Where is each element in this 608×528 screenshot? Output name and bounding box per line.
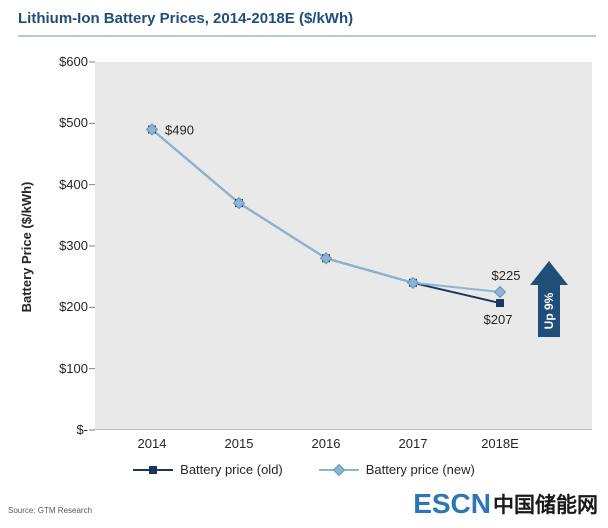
legend-label: Battery price (old) [180, 462, 283, 477]
x-tick-label: 2018E [481, 436, 519, 451]
y-tick-label: $200 [59, 299, 88, 315]
x-tick-label: 2015 [224, 436, 254, 451]
y-tick-label: $300 [59, 238, 88, 253]
plot-area [95, 62, 592, 430]
legend-item-1: Battery price (new) [318, 462, 475, 477]
x-tick-label: 2017 [398, 436, 428, 451]
y-tick-label: $400 [59, 176, 88, 192]
logo-chinese: 中国储能网 [493, 494, 598, 517]
x-tick-label: 2014 [137, 436, 167, 451]
logo: ESCN 中国储能网 [413, 488, 598, 520]
legend-swatch [133, 465, 174, 474]
y-tick-label: $600 [59, 54, 88, 69]
legend-item-0: Battery price (old) [133, 462, 283, 477]
x-tick-label: 2016 [311, 436, 341, 451]
y-tick-label: $500 [59, 115, 88, 131]
source-text: Source: GTM Research [8, 506, 93, 515]
title-underline [18, 35, 596, 37]
legend-swatch [318, 463, 359, 476]
legend-marker-square [149, 465, 158, 474]
legend-marker-diamond [332, 463, 345, 476]
logo-escn: ESCN [413, 488, 491, 519]
chart-title: Lithium-Ion Battery Prices, 2014-2018E (… [18, 10, 354, 27]
y-tick-label: $100 [59, 360, 88, 376]
y-tick-label: $- [76, 422, 88, 437]
legend: Battery price (old) Battery price (new) [0, 462, 608, 477]
legend-label: Battery price (new) [365, 462, 475, 477]
